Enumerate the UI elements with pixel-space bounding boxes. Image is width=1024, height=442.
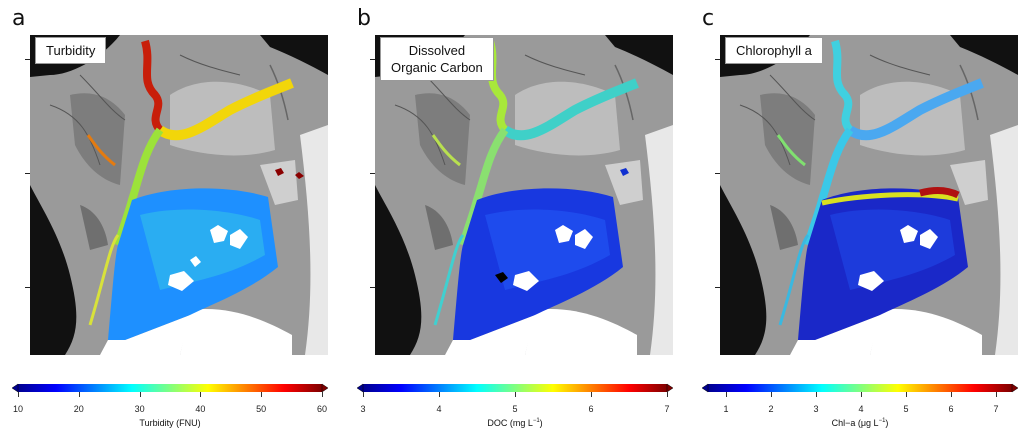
colorbar-tick-label: 1 (723, 404, 729, 414)
colorbar-tick-label: 3 (813, 404, 819, 414)
colorbar-tick-label: 10 (12, 404, 24, 414)
colorbar-tick-label: 40 (195, 404, 206, 414)
axis-tick (715, 173, 720, 174)
axis-tick (25, 173, 30, 174)
panel-chlorophyll: c Chlorophyll a (690, 0, 1024, 442)
colorbar-tick-label: 2 (768, 404, 774, 414)
colorbar-tick-label: 6 (588, 404, 594, 414)
colorbar-tick-label: 5 (512, 404, 518, 414)
colorbar-tick (906, 392, 907, 397)
colorbar-gradient (701, 383, 1019, 393)
map-title: Dissolved Organic Carbon (380, 37, 494, 81)
colorbar-tick-label: 4 (436, 404, 442, 414)
colorbar-tick (200, 392, 202, 397)
colorbar-tick (726, 392, 727, 397)
doc-colorbar (356, 383, 674, 397)
chlorophyll-colorbar (701, 383, 1019, 397)
colorbar-tick-label: 4 (858, 404, 864, 414)
panel-letter: c (702, 6, 715, 31)
colorbar-tick-label: 7 (993, 404, 999, 414)
colorbar-gradient (356, 383, 674, 393)
colorbar-tick-label: 50 (256, 404, 267, 414)
colorbar-tick (591, 392, 592, 397)
colorbar-tick-label: 60 (316, 404, 328, 414)
colorbar-tick (439, 392, 440, 397)
axis-tick (25, 59, 30, 60)
colorbar-tick-label: 5 (903, 404, 909, 414)
colorbar-tick (261, 392, 263, 397)
colorbar-gradient (11, 383, 329, 393)
colorbar-tick (861, 392, 862, 397)
doc-map: Dissolved Organic Carbon (375, 35, 673, 355)
colorbar-tick-label: 3 (360, 404, 366, 414)
axis-tick (715, 287, 720, 288)
chlorophyll-map: Chlorophyll a (720, 35, 1018, 355)
colorbar-tick-label: 6 (948, 404, 954, 414)
colorbar-tick (667, 392, 668, 397)
panel-doc: b Dissolved Organic Carbon (345, 0, 685, 442)
axis-tick (370, 173, 375, 174)
colorbar-label: Turbidity (FNU) (139, 418, 201, 428)
colorbar-tick (996, 392, 997, 397)
axis-tick (370, 59, 375, 60)
panel-letter: a (12, 6, 26, 31)
colorbar-tick-label: 20 (73, 404, 84, 414)
colorbar-tick (78, 392, 80, 397)
colorbar-tick (515, 392, 516, 397)
doc-map-image (375, 35, 673, 355)
chlorophyll-map-image (720, 35, 1018, 355)
colorbar-label: Chl−a (μg L−1) (831, 418, 889, 428)
colorbar-tick (363, 392, 364, 397)
panel-turbidity: a Turbidity (0, 0, 340, 442)
colorbar-tick-label: 7 (664, 404, 670, 414)
colorbar-tick (322, 392, 323, 397)
colorbar-tick (139, 392, 141, 397)
colorbar-tick (951, 392, 952, 397)
axis-tick (370, 287, 375, 288)
turbidity-map-image (30, 35, 328, 355)
turbidity-colorbar (11, 383, 329, 397)
axis-tick (25, 287, 30, 288)
map-title: Turbidity (35, 37, 107, 64)
panel-letter: b (357, 6, 371, 31)
map-title: Chlorophyll a (725, 37, 823, 64)
turbidity-map: Turbidity (30, 35, 328, 355)
colorbar-label: DOC (mg L−1) (487, 418, 543, 428)
colorbar-tick (771, 392, 772, 397)
colorbar-tick (816, 392, 817, 397)
colorbar-tick (18, 392, 19, 397)
axis-tick (715, 59, 720, 60)
colorbar-tick-label: 30 (134, 404, 145, 414)
